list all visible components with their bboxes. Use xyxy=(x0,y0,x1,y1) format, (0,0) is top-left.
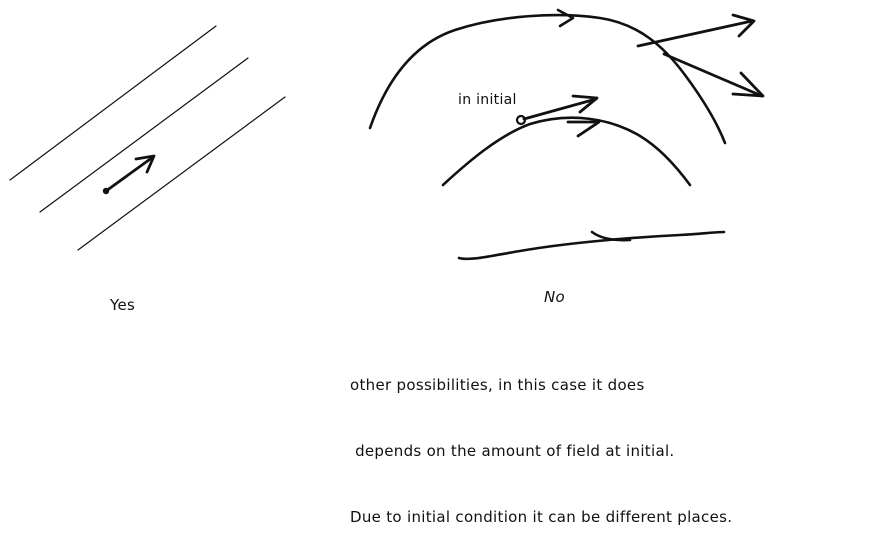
note-text: other possibilities, in this case it doe… xyxy=(350,330,860,550)
upper-arrow-1 xyxy=(636,19,754,48)
diagram-canvas xyxy=(9,8,765,261)
middle-arrow-head xyxy=(566,120,601,138)
upper-arrow-1-head xyxy=(731,13,756,38)
upper-curve-tick xyxy=(556,8,575,28)
parallel-line-1 xyxy=(9,25,217,181)
no-label: No xyxy=(544,288,565,306)
initial-arrow xyxy=(522,97,598,121)
parallel-line-3 xyxy=(77,96,286,251)
upper-curve xyxy=(368,13,727,145)
upper-arrow-2 xyxy=(662,52,764,98)
yes-arrow xyxy=(104,155,155,193)
upper-arrow-2-head xyxy=(731,71,765,98)
middle-curve xyxy=(441,116,692,187)
bottom-line-tick xyxy=(590,230,632,242)
initial-arrow-head xyxy=(571,94,599,114)
no-panel xyxy=(368,8,765,261)
note-line-2: depends on the amount of field at initia… xyxy=(350,442,675,460)
bottom-line xyxy=(457,230,726,261)
note-line-3: Due to initial condition it can be diffe… xyxy=(350,508,733,526)
note-line-1: other possibilities, in this case it doe… xyxy=(350,376,645,394)
yes-label: Yes xyxy=(110,296,136,314)
yes-panel xyxy=(9,25,286,251)
in-initial-label: in initial xyxy=(458,92,517,108)
yes-arrow-head xyxy=(134,154,156,174)
parallel-line-2 xyxy=(39,57,249,213)
